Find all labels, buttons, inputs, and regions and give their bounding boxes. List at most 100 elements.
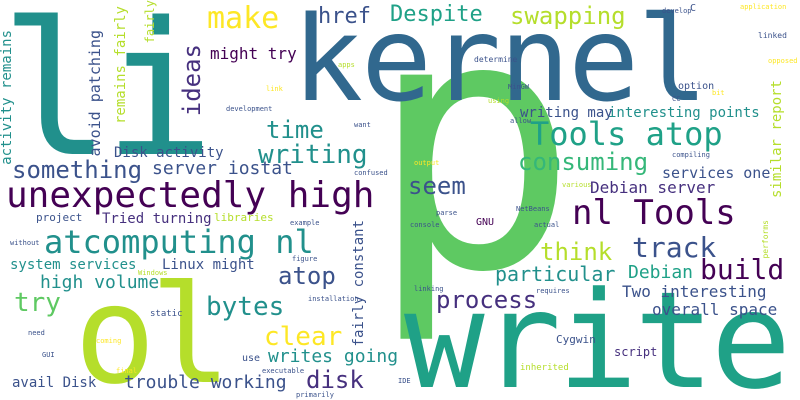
word-trouble-working: trouble working <box>124 372 287 393</box>
word-unexpectedly-high: unexpectedly high <box>6 175 375 216</box>
word-atcomputing-nl: atcomputing nl <box>44 223 314 261</box>
word-services-one: services one <box>662 164 771 182</box>
word-high-volume: high volume <box>40 272 160 293</box>
word-fairly-constant: fairly constant <box>351 220 367 347</box>
word-determine: determine <box>474 55 518 64</box>
word-mingw: MinGW <box>508 83 530 91</box>
word-figure: figure <box>292 255 318 263</box>
word-atop: atop <box>278 262 336 290</box>
word-server-iostat: server iostat <box>152 158 293 179</box>
word-using: using <box>488 97 510 105</box>
word-apps: apps <box>338 61 355 69</box>
word-without: without <box>10 239 40 247</box>
word-tools-atop: Tools atop <box>530 115 723 153</box>
word-clear: clear <box>264 322 343 352</box>
word-executable: executable <box>262 367 305 375</box>
word-inherited: inherited <box>520 363 569 373</box>
word-performs: performs <box>761 220 770 259</box>
word-make: make <box>207 1 280 36</box>
word-requires: requires <box>536 287 570 295</box>
word-linked: linked <box>758 31 787 40</box>
word-disk-activity: Disk activity <box>114 145 224 161</box>
word-installation: installation <box>308 295 359 303</box>
word-primarily: primarily <box>296 391 334 399</box>
word-swapping: swapping <box>510 2 626 30</box>
word-write: write <box>404 263 791 400</box>
word-interesting-points: interesting points <box>608 105 760 121</box>
word-seem: seem <box>408 172 466 200</box>
word-gui: GUI <box>42 351 55 359</box>
word-writing: writing <box>258 140 368 170</box>
word-confused: confused <box>354 169 388 177</box>
word-project: project <box>36 211 83 224</box>
word-ide: IDE <box>398 377 411 385</box>
word-compiling: compiling <box>672 151 710 159</box>
word-something: something <box>12 156 143 184</box>
word-libraries: libraries <box>214 211 274 224</box>
word-application: application <box>740 3 787 11</box>
word-cc: CC <box>672 95 681 103</box>
word-various: various <box>562 181 592 189</box>
word-need: need <box>28 329 45 337</box>
word-href: href <box>318 4 371 29</box>
word-windows: Windows <box>138 269 168 277</box>
word-opposed: opposed <box>768 57 798 65</box>
word-console: console <box>410 221 440 229</box>
word-bit: bit <box>712 89 725 97</box>
word-example: example <box>290 219 320 227</box>
word-linking: linking <box>414 285 444 293</box>
word-try: try <box>14 288 61 318</box>
word-process: process <box>436 286 538 314</box>
word-link: link <box>266 85 283 93</box>
word-bytes: bytes <box>206 292 285 322</box>
word-activity-remains: activity remains <box>0 30 15 165</box>
word-script: script <box>614 345 658 359</box>
word-debian: Debian <box>628 262 694 283</box>
word-disk: disk <box>306 366 364 394</box>
word-output: output <box>414 159 440 167</box>
word-similar-report: similar report <box>769 80 785 199</box>
word-consuming: consuming <box>518 148 649 176</box>
word-ol: ol <box>74 257 232 400</box>
word-final: final <box>116 367 138 375</box>
word-avoid-patching: avoid patching <box>86 30 104 157</box>
word-static: static <box>150 309 183 319</box>
word-writes-going: writes going <box>268 346 399 367</box>
word-allow: allow <box>510 117 532 125</box>
word-might-try: might try <box>210 44 297 63</box>
word-development: development <box>226 105 273 113</box>
word-particular: particular <box>495 262 616 286</box>
word-use: use <box>242 353 261 364</box>
word-ideas: ideas <box>178 44 206 117</box>
word-tried-turning: Tried turning <box>102 211 212 227</box>
word-remains-fairly: remains fairly <box>113 6 129 125</box>
word-actual: actual <box>534 221 560 229</box>
word-linux-might: Linux might <box>162 257 255 273</box>
word-parse: parse <box>436 209 458 217</box>
word-fairly: fairly <box>143 0 157 44</box>
word-debian-server: Debian server <box>590 178 716 197</box>
word-netbeans: NetBeans <box>516 205 550 213</box>
word-writing-may: writing may <box>520 105 613 121</box>
word-track: track <box>632 231 717 264</box>
word-two-interesting: Two interesting <box>622 282 767 301</box>
word-p: p <box>368 0 579 349</box>
word-avail-disk: avail Disk <box>12 375 97 391</box>
word-think: think <box>540 238 613 266</box>
word-option: option <box>678 81 715 92</box>
word-despite: Despite <box>390 2 483 27</box>
word-time: time <box>266 116 324 144</box>
word-overall-space: overall space <box>652 300 778 319</box>
word-system-services: system services <box>10 257 137 273</box>
word-coming: coming <box>96 337 122 345</box>
word-gnu: GNU <box>476 217 495 228</box>
word-li: li <box>0 0 215 198</box>
word-kernel: kernel <box>292 0 708 128</box>
word-cygwin: Cygwin <box>556 333 596 346</box>
word-nl-tools: nl Tools <box>572 193 736 233</box>
word-c: C <box>690 3 697 14</box>
word-want: want <box>354 121 371 129</box>
word-build: build <box>700 253 785 286</box>
word-develop: develop <box>662 7 692 15</box>
